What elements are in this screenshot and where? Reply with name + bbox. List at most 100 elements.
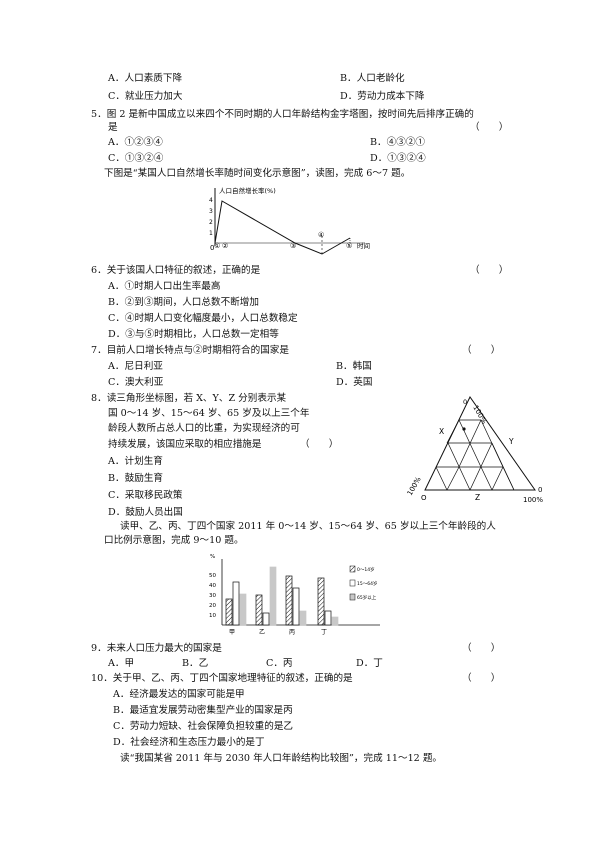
bar-0-2 bbox=[239, 593, 247, 626]
q4-option-c: C．就业压力加大 bbox=[108, 91, 183, 102]
bar-ytick: 30 bbox=[209, 593, 216, 599]
bar-1-1 bbox=[262, 612, 270, 626]
period-1-label: ① bbox=[214, 242, 220, 250]
q6-option-c: C．④时期人口变化幅度最小，人口总数稳定 bbox=[108, 313, 298, 324]
q5-option-b: B．④③②① bbox=[370, 137, 426, 148]
bar-3-2 bbox=[331, 616, 339, 626]
q10-option-b: B．最适宜发展劳动密集型产业的国家是丙 bbox=[113, 705, 293, 716]
q8-stem-line1: 8．读三角形坐标图，若 X、Y、Z 分别表示某 bbox=[91, 393, 287, 404]
q6-stem: 6．关于该国人口特征的叙述，正确的是 bbox=[91, 265, 261, 276]
q9-option-d: D．丁 bbox=[356, 658, 383, 669]
bar-ytick: 10 bbox=[209, 613, 216, 619]
growth-rate-figure: 人口自然增长率(%) 4 3 2 1 0 ① ② ③ ④ ⑤ 时间 bbox=[200, 186, 380, 260]
triangle-point bbox=[462, 427, 466, 431]
bar-ytick: 40 bbox=[209, 583, 216, 589]
growth-ytick-3: 3 bbox=[209, 208, 213, 215]
bar-0-0 bbox=[225, 598, 233, 626]
period-zero: 0 bbox=[210, 244, 214, 252]
q8-stem-line2: 国 0～14 岁、15～64 岁、65 岁及以上三个年 bbox=[108, 408, 310, 419]
bar-ytick: 50 bbox=[209, 573, 216, 579]
bar-2-0 bbox=[285, 575, 293, 626]
q4-option-a: A．人口素质下降 bbox=[108, 73, 183, 84]
bar-1-0 bbox=[255, 594, 263, 626]
intro-q9-10-line2: 口比例示意图，完成 9～10 题。 bbox=[104, 535, 244, 546]
legend-swatch bbox=[349, 579, 356, 587]
q6-option-b: B．②到③期间，人口总数不断增加 bbox=[108, 297, 259, 308]
legend-swatch bbox=[349, 593, 356, 601]
growth-ytick-1: 1 bbox=[209, 230, 213, 237]
q10-stem: 10．关于甲、乙、丙、丁四个国家地理特征的叙述，正确的是 bbox=[91, 673, 353, 684]
q7-option-c: C．澳大利亚 bbox=[108, 377, 164, 388]
growth-xlabel: 时间 bbox=[357, 241, 370, 250]
tri-label-y: Y bbox=[508, 437, 514, 446]
bar-country-label: 丙 bbox=[289, 629, 295, 636]
q5-stem-cont: 是 bbox=[108, 122, 118, 133]
q8-option-d: D．鼓励人员出国 bbox=[108, 507, 183, 518]
growth-ytick-2: 2 bbox=[209, 219, 213, 226]
q10-option-d: D．社会经济和生态压力最小的是丁 bbox=[113, 737, 265, 748]
tri-label-x: X bbox=[439, 427, 444, 436]
q9-answer-paren: （ ） bbox=[462, 643, 501, 654]
bar-country-label: 乙 bbox=[259, 629, 265, 636]
period-3-label: ③ bbox=[290, 242, 296, 250]
bar-1-2 bbox=[269, 566, 277, 626]
q10-answer-paren: （ ） bbox=[462, 673, 501, 684]
tri-label-left0: 0 bbox=[463, 398, 467, 406]
bar-2-1 bbox=[292, 587, 300, 626]
q5-option-a: A．①②③④ bbox=[108, 137, 163, 148]
q7-answer-paren: （ ） bbox=[462, 345, 501, 356]
legend-label: 0～14岁 bbox=[357, 566, 375, 573]
legend-label: 65岁以上 bbox=[357, 594, 377, 601]
bar-ytick: 20 bbox=[209, 603, 216, 609]
intro-q9-10-line1: 读甲、乙、丙、丁四个国家 2011 年 0～14 岁、15～64 岁、65 岁以… bbox=[120, 521, 496, 532]
q8-option-a: A．计划生育 bbox=[108, 456, 163, 467]
growth-ylabel: 人口自然增长率(%) bbox=[219, 186, 276, 195]
growth-curve bbox=[214, 200, 351, 255]
bar-3-0 bbox=[317, 577, 325, 626]
q8-answer-paren: （ ） bbox=[300, 439, 339, 450]
bar-country-label: 甲 bbox=[229, 629, 235, 636]
intro-q11-12: 读“我国某省 2011 年与 2030 年人口年龄结构比较图”，完成 11～12… bbox=[120, 753, 443, 764]
q8-option-b: B．鼓励生育 bbox=[108, 473, 164, 484]
q7-option-b: B．韩国 bbox=[336, 361, 372, 372]
q7-stem: 7．目前人口增长特点与②时期相符合的国家是 bbox=[91, 345, 289, 356]
q9-option-b: B．乙 bbox=[182, 658, 209, 669]
legend-swatch bbox=[349, 565, 356, 573]
tri-label-top100: 100% bbox=[471, 404, 488, 426]
q9-option-c: C．丙 bbox=[266, 658, 293, 669]
bar-0-1 bbox=[232, 581, 240, 626]
q7-option-a: A．尼日利亚 bbox=[108, 361, 163, 372]
q5-option-d: D．①③②④ bbox=[370, 153, 426, 164]
q5-stem: 5．图 2 是新中国成立以来四个不同时期的人口年龄结构金字塔图，按时间先后排序正… bbox=[91, 109, 474, 120]
q6-option-d: D．③与⑤时期相比，人口总数一定相等 bbox=[108, 329, 279, 340]
q6-answer-paren: （ ） bbox=[470, 265, 509, 276]
age-bar-chart: % 50 40 30 20 10 甲 乙 丙 丁 0～14岁 15～64岁 65岁以上 bbox=[200, 551, 400, 637]
q6-option-a: A．①时期人口出生率最高 bbox=[108, 281, 221, 292]
period-4-label: ④ bbox=[318, 231, 324, 239]
triangle-figure: 0 100% X Y Z O 0 100% 100% bbox=[405, 392, 553, 504]
q10-option-a: A．经济最发达的国家可能是甲 bbox=[113, 689, 245, 700]
q4-option-b: B．人口老龄化 bbox=[340, 73, 405, 84]
period-5-label: ⑤ bbox=[346, 242, 352, 250]
legend-label: 15～64岁 bbox=[357, 580, 377, 587]
triangle-grid bbox=[424, 396, 536, 491]
tri-label-o: O bbox=[421, 494, 427, 502]
tri-label-z: Z bbox=[475, 493, 480, 502]
q5-answer-paren: （ ） bbox=[470, 122, 509, 133]
q8-stem-line4: 持续发展，该国应采取的相应措施是 bbox=[108, 439, 262, 450]
q8-stem-line3: 龄段人数所占总人口的比重，为实现经济的可 bbox=[108, 423, 300, 434]
q5-option-c: C．①③②④ bbox=[108, 153, 164, 164]
bar-2-2 bbox=[299, 610, 307, 626]
tri-label-bottom100: 100% bbox=[523, 496, 543, 504]
bar-country-label: 丁 bbox=[321, 629, 327, 636]
q10-option-c: C．劳动力短缺、社会保障负担较重的是乙 bbox=[113, 721, 294, 732]
tri-label-right0: 0 bbox=[538, 486, 542, 494]
intro-q6-7: 下图是“某国人口自然增长率随时间变化示意图”，读图，完成 6～7 题。 bbox=[104, 168, 411, 179]
q7-option-d: D．英国 bbox=[336, 377, 373, 388]
q4-option-d: D．劳动力成本下降 bbox=[340, 91, 425, 102]
q9-option-a: A．甲 bbox=[108, 658, 135, 669]
bar-3-1 bbox=[324, 610, 332, 626]
growth-ytick-4: 4 bbox=[209, 197, 213, 204]
q9-stem: 9．未来人口压力最大的国家是 bbox=[91, 643, 222, 654]
bar-unit: % bbox=[210, 554, 215, 560]
